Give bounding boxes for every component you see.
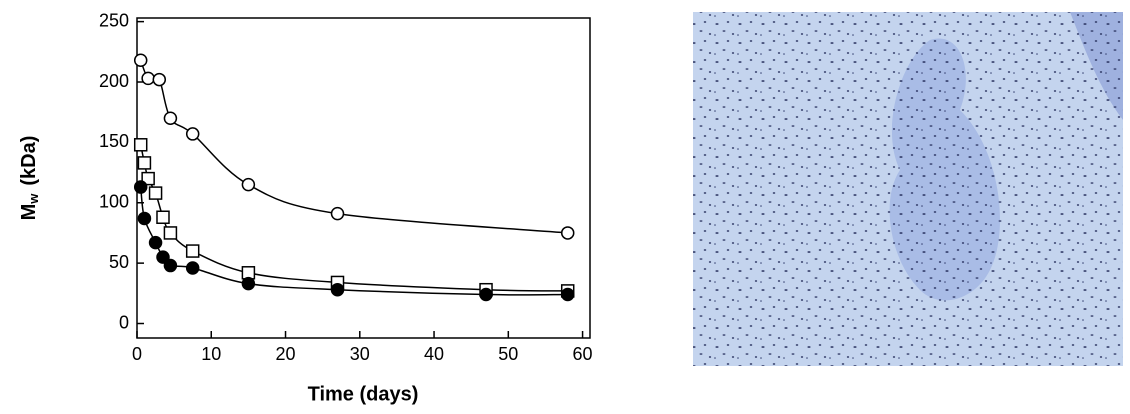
point (137, 156, 152, 170)
x-tick-label: 20 (276, 344, 296, 364)
point (137, 211, 152, 226)
x-tick-label: 50 (498, 344, 518, 364)
x-axis-label: Time (days) (308, 383, 419, 405)
point (163, 258, 178, 273)
point (241, 177, 256, 192)
x-tick-label: 40 (424, 344, 444, 364)
point (330, 282, 345, 297)
point (141, 171, 155, 186)
point (141, 71, 155, 86)
point (133, 53, 148, 68)
point (133, 138, 148, 152)
fit-line (140, 59, 568, 234)
x-tick-label: 60 (573, 344, 593, 364)
point (560, 287, 575, 302)
y-tick-label: 150 (99, 131, 129, 151)
x-tick-label: 10 (201, 344, 221, 364)
y-label-sub: w (26, 193, 41, 205)
point (241, 276, 256, 291)
plot-frame (136, 17, 591, 339)
fit-line (139, 144, 568, 292)
point (156, 210, 170, 224)
point (163, 111, 178, 125)
fit-line (139, 186, 568, 296)
point (330, 206, 345, 221)
y-label-unit: (kDa) (18, 136, 40, 186)
point (152, 72, 167, 87)
y-tick-label: 200 (99, 71, 129, 91)
y-tick-label: 50 (109, 252, 129, 272)
x-tick-label: 0 (132, 344, 142, 364)
micrograph (693, 12, 1123, 366)
point (156, 250, 170, 264)
point (560, 226, 575, 240)
x-tick-label: 30 (350, 344, 370, 364)
y-tick-label: 0 (119, 312, 129, 332)
y-tick-label: 250 (99, 10, 129, 30)
point (185, 261, 200, 275)
y-axis-label: Mw (kDa) (18, 136, 41, 221)
point (163, 226, 178, 240)
y-label-main: M (18, 204, 40, 221)
point (148, 235, 163, 250)
point (185, 127, 200, 141)
point (185, 244, 200, 258)
point (133, 180, 148, 194)
point (148, 186, 163, 200)
point (479, 287, 493, 302)
y-tick-label: 100 (99, 192, 129, 212)
